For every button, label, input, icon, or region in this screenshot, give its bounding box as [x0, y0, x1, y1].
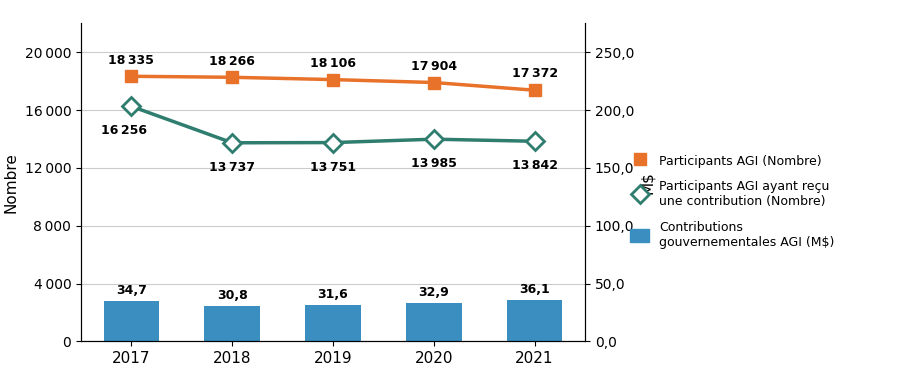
- Y-axis label: Nombre: Nombre: [4, 152, 19, 213]
- Text: 36,1: 36,1: [519, 282, 550, 296]
- Bar: [507, 300, 562, 341]
- Bar: [305, 305, 361, 341]
- Legend: Participants AGI (Nombre), Participants AGI ayant reçu
une contribution (Nombre): Participants AGI (Nombre), Participants …: [624, 148, 841, 255]
- Text: 16 256: 16 256: [102, 125, 148, 137]
- Bar: [204, 306, 260, 341]
- Text: 30,8: 30,8: [217, 289, 248, 301]
- Bar: [406, 303, 462, 341]
- Text: 32,9: 32,9: [418, 286, 449, 299]
- Y-axis label: M$: M$: [640, 171, 655, 194]
- Text: 13 985: 13 985: [411, 157, 456, 170]
- Text: 17 372: 17 372: [511, 68, 558, 80]
- Bar: [104, 301, 159, 341]
- Text: 18 335: 18 335: [109, 54, 154, 67]
- Text: 18 266: 18 266: [210, 55, 255, 68]
- Text: 31,6: 31,6: [318, 288, 348, 301]
- Text: 13 737: 13 737: [209, 161, 256, 174]
- Text: 17 904: 17 904: [410, 60, 457, 73]
- Text: 13 842: 13 842: [511, 159, 558, 172]
- Text: 18 106: 18 106: [310, 57, 356, 70]
- Text: 13 751: 13 751: [310, 161, 356, 174]
- Text: 34,7: 34,7: [116, 284, 147, 297]
